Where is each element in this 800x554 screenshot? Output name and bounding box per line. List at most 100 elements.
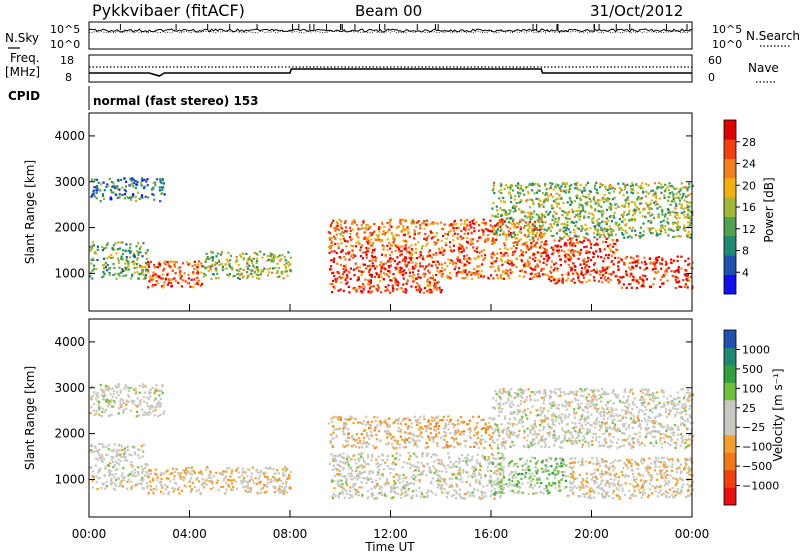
- data-cell: [466, 218, 469, 221]
- data-cell: [108, 470, 111, 473]
- data-cell: [658, 181, 661, 185]
- data-cell: [406, 417, 410, 420]
- data-cell: [509, 233, 512, 236]
- data-cell: [436, 260, 440, 263]
- data-cell: [289, 470, 293, 474]
- data-cell: [237, 273, 240, 276]
- data-cell: [570, 266, 573, 269]
- data-cell: [405, 265, 408, 268]
- data-cell: [480, 250, 483, 253]
- data-cell: [379, 240, 382, 243]
- data-cell: [524, 221, 527, 224]
- data-cell: [566, 277, 570, 280]
- data-cell: [504, 233, 507, 236]
- data-cell: [89, 466, 92, 469]
- data-cell: [531, 233, 534, 236]
- data-cell: [140, 177, 143, 180]
- data-cell: [359, 440, 362, 443]
- data-cell: [182, 262, 185, 265]
- data-cell: [381, 454, 385, 457]
- data-cell: [131, 195, 134, 198]
- data-cell: [387, 289, 390, 292]
- data-cell: [128, 473, 131, 476]
- data-cell: [601, 269, 605, 272]
- data-cell: [138, 273, 141, 276]
- data-cell: [587, 256, 590, 259]
- data-cell: [492, 201, 495, 205]
- data-cell: [124, 451, 127, 454]
- data-cell: [531, 184, 534, 187]
- data-cell: [630, 200, 633, 204]
- data-cell: [196, 270, 200, 273]
- data-cell: [602, 230, 605, 233]
- data-cell: [662, 282, 665, 285]
- data-cell: [395, 473, 398, 476]
- data-cell: [454, 429, 457, 432]
- data-cell: [415, 456, 418, 459]
- data-cell: [673, 270, 676, 274]
- data-cell: [394, 279, 397, 282]
- data-cell: [622, 194, 625, 197]
- data-cell: [349, 255, 353, 258]
- data-cell: [455, 460, 458, 463]
- data-cell: [351, 416, 354, 419]
- data-cell: [348, 475, 351, 478]
- data-cell: [239, 255, 243, 258]
- data-cell: [645, 202, 648, 205]
- data-cell: [509, 232, 513, 235]
- data-cell: [403, 233, 406, 236]
- data-cell: [259, 482, 262, 485]
- data-cell: [610, 234, 613, 237]
- data-cell: [426, 289, 429, 293]
- data-cell: [415, 221, 418, 224]
- data-cell: [394, 463, 397, 466]
- data-cell: [135, 474, 138, 478]
- data-cell: [521, 189, 525, 192]
- data-cell: [91, 486, 94, 489]
- data-cell: [368, 268, 371, 272]
- data-cell: [360, 285, 363, 289]
- data-cell: [119, 178, 123, 182]
- data-cell: [104, 466, 107, 469]
- data-cell: [368, 470, 371, 473]
- data-cell: [417, 269, 420, 272]
- data-cell: [440, 273, 443, 276]
- data-cell: [517, 201, 520, 204]
- data-cell: [436, 421, 439, 424]
- data-cell: [645, 278, 648, 281]
- data-cell: [612, 229, 615, 232]
- data-cell: [365, 248, 368, 251]
- data-cell: [585, 250, 588, 253]
- data-cell: [209, 473, 212, 476]
- data-cell: [127, 389, 130, 392]
- data-cell: [452, 261, 455, 264]
- data-cell: [145, 482, 149, 485]
- data-cell: [151, 410, 154, 413]
- data-cell: [569, 199, 572, 202]
- data-cell: [382, 277, 385, 281]
- data-cell: [643, 260, 647, 263]
- data-cell: [394, 266, 397, 269]
- data-cell: [557, 202, 560, 205]
- data-cell: [177, 281, 180, 284]
- data-cell: [551, 252, 554, 256]
- data-cell: [554, 282, 557, 285]
- data-cell: [120, 257, 123, 260]
- data-cell: [565, 252, 568, 256]
- data-cell: [190, 477, 193, 480]
- data-cell: [680, 203, 684, 206]
- data-cell: [526, 198, 529, 201]
- data-cell: [149, 488, 152, 491]
- data-cell: [374, 258, 377, 261]
- data-cell: [574, 235, 577, 238]
- data-cell: [266, 268, 269, 271]
- data-cell: [477, 431, 480, 434]
- data-cell: [375, 438, 379, 441]
- data-cell: [351, 244, 354, 248]
- data-cell: [412, 277, 415, 280]
- data-cell: [168, 265, 171, 268]
- data-cell: [141, 487, 144, 490]
- data-cell: [646, 204, 649, 207]
- data-cell: [288, 473, 291, 477]
- data-cell: [207, 265, 210, 268]
